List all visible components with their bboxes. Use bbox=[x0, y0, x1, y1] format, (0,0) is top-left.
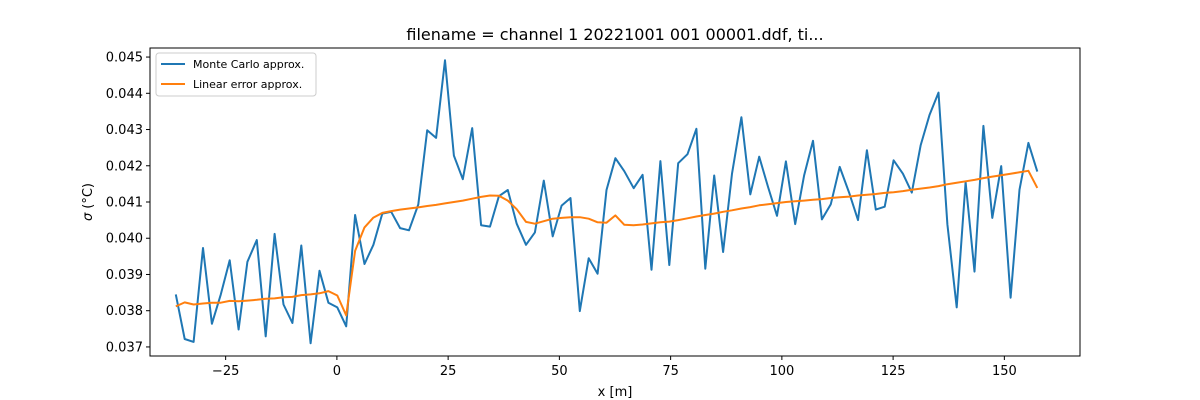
x-tick-label: 125 bbox=[881, 364, 906, 379]
chart-title: filename = channel 1 20221001 001 00001.… bbox=[406, 25, 823, 44]
plot-area: −25 0 25 50 75 100 125 150 0.037 0.038 0.039 0.040… bbox=[106, 47, 1081, 379]
legend-label-linear-error: Linear error approx. bbox=[193, 78, 302, 91]
y-tick-label: 0.039 bbox=[106, 268, 143, 283]
y-axis-label-unit: (°C) bbox=[81, 183, 96, 209]
y-tick-label: 0.042 bbox=[106, 159, 143, 174]
x-tick-label: −25 bbox=[212, 364, 239, 379]
x-axis-label: x [m] bbox=[598, 385, 633, 400]
x-tick-label: 75 bbox=[662, 364, 679, 379]
x-tick-label: 25 bbox=[440, 364, 457, 379]
y-tick-label: 0.041 bbox=[106, 196, 143, 211]
y-axis-label-symbol: σ bbox=[81, 212, 96, 221]
y-axis-ticks: 0.037 0.038 0.039 0.040 0.041 0.042 0.043 0.044… bbox=[106, 51, 150, 355]
x-tick-label: 50 bbox=[551, 364, 568, 379]
y-tick-label: 0.044 bbox=[106, 87, 143, 102]
y-tick-label: 0.040 bbox=[106, 232, 143, 247]
x-axis-ticks: −25 0 25 50 75 100 125 150 bbox=[212, 356, 1017, 379]
series-layer bbox=[174, 59, 1039, 345]
legend-label-monte-carlo: Monte Carlo approx. bbox=[193, 58, 304, 71]
legend: Monte Carlo approx. Linear error approx. bbox=[155, 52, 317, 97]
x-tick-label: 100 bbox=[769, 364, 794, 379]
series-line-linear-error bbox=[175, 169, 1039, 317]
y-tick-label: 0.037 bbox=[106, 340, 143, 355]
y-tick-label: 0.043 bbox=[106, 123, 143, 138]
y-tick-label: 0.045 bbox=[106, 51, 143, 66]
x-tick-label: 0 bbox=[333, 364, 341, 379]
y-tick-label: 0.038 bbox=[106, 304, 143, 319]
legend-box bbox=[155, 52, 317, 97]
x-tick-label: 150 bbox=[992, 364, 1017, 379]
y-axis-label: σ (°C) bbox=[81, 183, 96, 221]
series-line-monte-carlo bbox=[174, 59, 1039, 345]
